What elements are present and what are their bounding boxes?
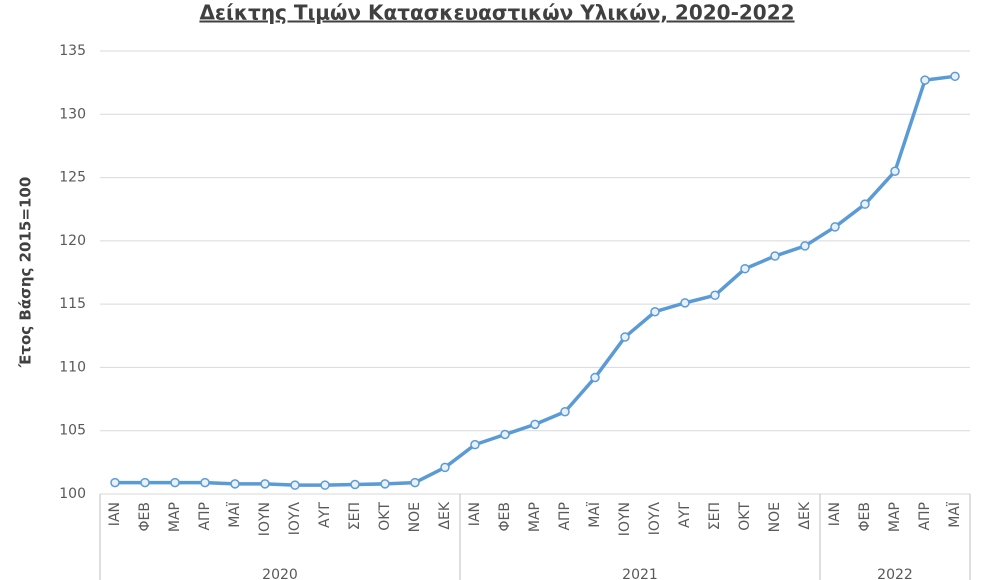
y-tick-label: 135: [59, 43, 86, 59]
x-tick-label: ΜΑΡ: [167, 502, 183, 532]
marker: [350, 479, 360, 490]
x-tick-label: ΔΕΚ: [437, 501, 453, 529]
marker: [380, 479, 390, 489]
y-tick-label: 130: [59, 106, 86, 122]
x-tick-label: ΙΑΝ: [107, 502, 123, 526]
x-tick-label: ΦΕΒ: [497, 502, 513, 531]
x-tick-label: ΦΕΒ: [857, 502, 873, 531]
y-tick-label: 120: [59, 233, 86, 249]
x-tick-label: ΑΠΡ: [557, 502, 573, 531]
group-label: 2021: [622, 567, 658, 580]
group-label: 2020: [262, 567, 298, 580]
marker: [770, 251, 780, 261]
y-tick-label: 100: [59, 486, 86, 502]
x-tick-label: ΙΟΥΝ: [617, 502, 633, 536]
x-tick-label: ΝΟΕ: [767, 502, 783, 532]
x-tick-label: ΜΑΪ: [585, 501, 603, 528]
marker: [440, 462, 450, 473]
marker: [170, 477, 180, 488]
marker: [620, 332, 630, 342]
chart-title: Δείκτης Τιμών Κατασκευαστικών Υλικών, 20…: [199, 1, 794, 25]
marker: [710, 290, 720, 301]
group-label: 2022: [877, 567, 913, 580]
marker: [530, 419, 540, 430]
marker: [890, 166, 900, 176]
marker: [290, 480, 300, 490]
y-tick-label: 105: [59, 423, 86, 439]
marker: [230, 479, 240, 489]
marker: [200, 477, 210, 488]
marker: [740, 263, 750, 274]
x-tick-label: ΙΑΝ: [827, 502, 843, 526]
x-tick-label: ΜΑΡ: [527, 502, 543, 532]
x-tick-label: ΣΕΠ: [707, 502, 723, 530]
x-tick-label: ΜΑΪ: [225, 501, 243, 528]
marker: [470, 439, 480, 450]
marker: [950, 71, 960, 82]
x-tick-label: ΙΑΝ: [467, 502, 483, 526]
y-tick-label: 115: [59, 296, 86, 312]
x-tick-label: ΙΟΥΛ: [287, 502, 303, 536]
x-tick-label: ΔΕΚ: [797, 501, 813, 529]
marker: [560, 406, 570, 417]
x-tick-label: ΟΚΤ: [737, 502, 753, 531]
marker: [320, 480, 330, 490]
marker: [140, 477, 150, 488]
marker: [410, 477, 420, 488]
marker: [800, 241, 810, 251]
x-tick-label: ΜΑΪ: [945, 501, 963, 528]
x-tick-label: ΙΟΥΝ: [257, 502, 273, 536]
x-tick-label: ΦΕΒ: [137, 502, 153, 531]
marker: [260, 479, 270, 489]
y-axis-title: Έτος Βάσης 2015=100: [17, 177, 35, 369]
x-tick-label: ΑΥΓ: [317, 502, 333, 528]
x-tick-label: ΣΕΠ: [347, 502, 363, 530]
x-tick-label: ΙΟΥΛ: [647, 502, 663, 536]
x-tick-label: ΟΚΤ: [377, 502, 393, 531]
marker: [680, 298, 690, 308]
marker: [830, 222, 840, 232]
x-tick-label: ΑΠΡ: [917, 502, 933, 531]
x-tick-label: ΑΠΡ: [197, 502, 213, 531]
marker: [860, 199, 870, 209]
marker: [920, 75, 930, 85]
x-tick-label: ΑΥΓ: [677, 502, 693, 528]
x-tick-label: ΜΑΡ: [887, 502, 903, 532]
marker: [650, 306, 660, 317]
marker: [500, 429, 510, 440]
marker: [590, 372, 600, 383]
y-tick-label: 110: [59, 359, 86, 375]
y-tick-label: 125: [59, 170, 86, 186]
marker: [110, 477, 120, 488]
x-tick-label: ΝΟΕ: [407, 502, 423, 532]
